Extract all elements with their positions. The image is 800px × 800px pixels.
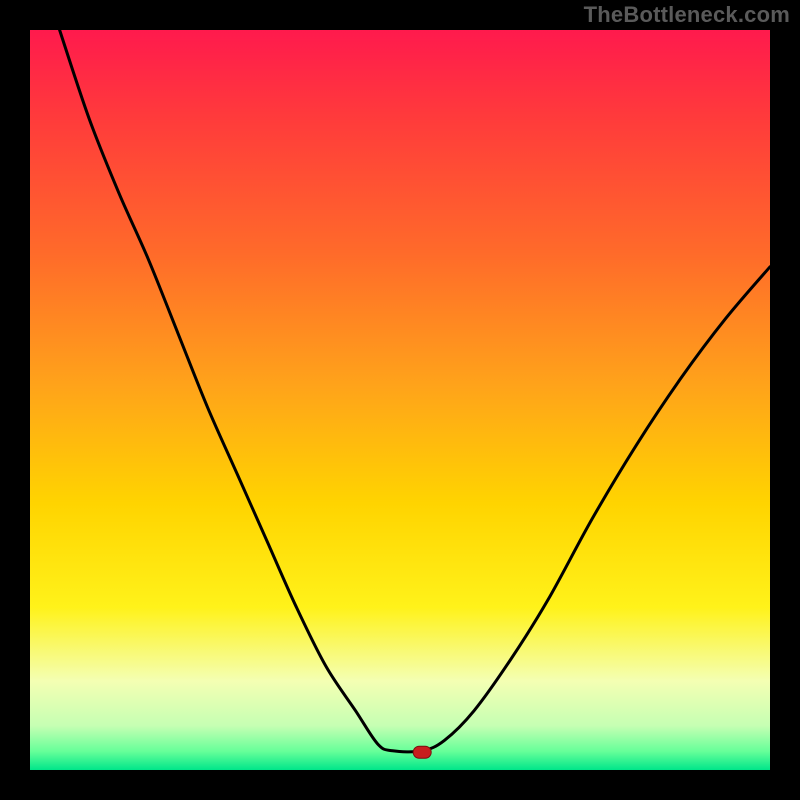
optimum-marker: [413, 746, 431, 758]
watermark-text: TheBottleneck.com: [584, 2, 790, 28]
plot-area: [30, 30, 770, 770]
chart-canvas: TheBottleneck.com: [0, 0, 800, 800]
bottleneck-chart-svg: [0, 0, 800, 800]
